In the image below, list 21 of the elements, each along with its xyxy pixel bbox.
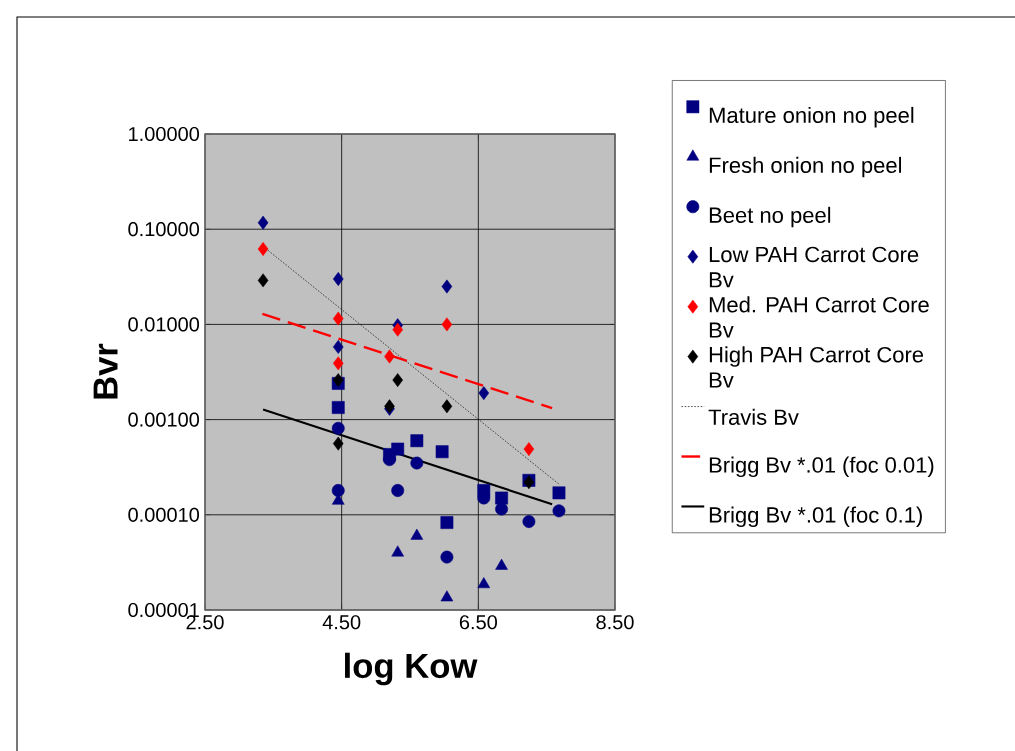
legend-label: Low PAH Carrot Core Bv — [709, 246, 919, 288]
x-tick-label: 6.50 — [459, 615, 497, 630]
x-tick-label: 2.50 — [186, 615, 224, 630]
y-tick-label: 0.01000 — [128, 317, 200, 332]
y-tick-label: 0.00100 — [128, 412, 200, 427]
x-tick-label: 4.50 — [322, 615, 361, 630]
legend-label: Brigg Bv *.01 (foc 0.01) — [709, 456, 934, 478]
legend-label: Mature onion no peel — [709, 106, 914, 128]
legend-label: Brigg Bv *.01 (foc 0.1) — [709, 506, 922, 528]
legend-label: Beet no peel — [709, 206, 831, 228]
legend-label: Med. PAH Carrot Core Bv — [709, 296, 929, 338]
y-axis-title: Bvr — [93, 343, 118, 399]
legend-label: High PAH Carrot Core Bv — [709, 346, 924, 388]
y-tick-label: 0.10000 — [128, 222, 200, 237]
y-tick-label: 0.00001 — [128, 602, 199, 618]
x-axis-title: log Kow — [345, 652, 478, 686]
x-tick-label: 8.50 — [596, 615, 634, 630]
legend-label: Travis Bv — [708, 408, 799, 425]
y-tick-label: 0.00010 — [128, 507, 200, 522]
y-tick-label: 1.00000 — [129, 126, 200, 142]
legend-label: Fresh onion no peel — [709, 156, 902, 178]
